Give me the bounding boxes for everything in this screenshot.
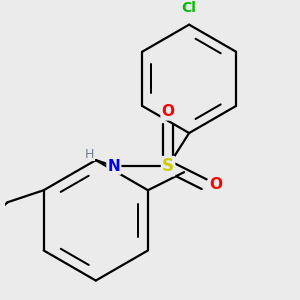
Text: H: H [85, 148, 94, 160]
Text: O: O [210, 177, 223, 192]
Text: Cl: Cl [182, 1, 196, 15]
Text: O: O [162, 104, 175, 119]
Text: S: S [162, 157, 174, 175]
Text: N: N [107, 159, 120, 174]
